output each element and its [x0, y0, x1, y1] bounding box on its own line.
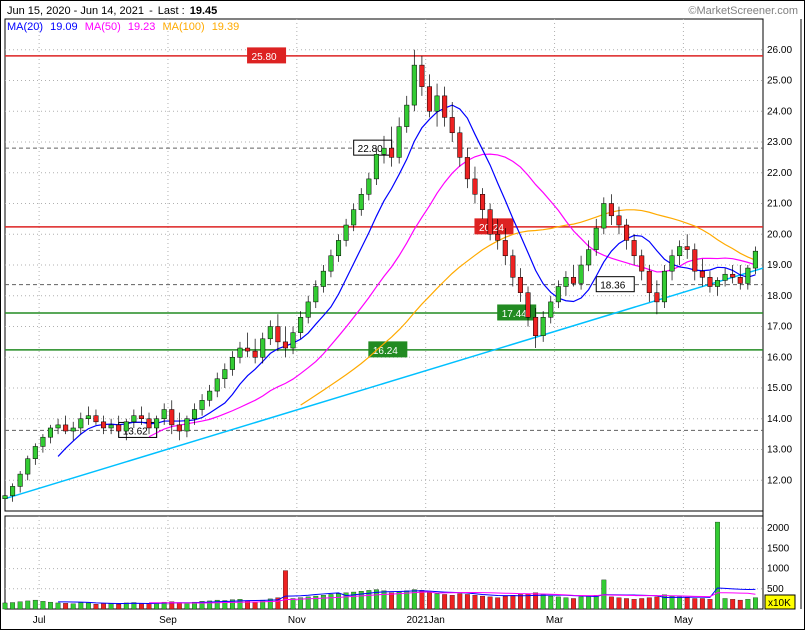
svg-text:21.00: 21.00 [767, 199, 792, 210]
svg-text:25.00: 25.00 [767, 76, 792, 87]
svg-text:2021Jan: 2021Jan [407, 615, 445, 626]
svg-text:2000: 2000 [767, 523, 790, 534]
svg-text:19.00: 19.00 [767, 260, 792, 271]
svg-text:18.36: 18.36 [600, 281, 625, 292]
svg-text:15.00: 15.00 [767, 383, 792, 394]
svg-text:1000: 1000 [767, 564, 790, 575]
svg-text:16.24: 16.24 [373, 346, 398, 357]
svg-text:22.80: 22.80 [358, 144, 383, 155]
svg-text:Nov: Nov [288, 615, 306, 626]
svg-text:May: May [674, 615, 693, 626]
svg-text:500: 500 [767, 584, 784, 595]
svg-text:22.00: 22.00 [767, 168, 792, 179]
svg-text:16.00: 16.00 [767, 352, 792, 363]
svg-text:12.00: 12.00 [767, 475, 792, 486]
svg-text:14.00: 14.00 [767, 414, 792, 425]
chart-container: Jun 15, 2020 - Jun 14, 2021 - Last : 19.… [0, 0, 805, 630]
svg-text:24.00: 24.00 [767, 106, 792, 117]
svg-text:25.80: 25.80 [252, 52, 277, 63]
svg-text:13.00: 13.00 [767, 445, 792, 456]
svg-text:20.00: 20.00 [767, 229, 792, 240]
svg-text:Sep: Sep [159, 615, 177, 626]
svg-text:26.00: 26.00 [767, 45, 792, 56]
svg-text:23.00: 23.00 [767, 137, 792, 148]
svg-text:Jul: Jul [33, 615, 46, 626]
svg-text:Mar: Mar [546, 615, 564, 626]
chart-svg[interactable]: 12.00 13.00 14.00 15.00 16.00 17.00 18.00 19.00… [1, 1, 804, 629]
svg-text:1500: 1500 [767, 543, 790, 554]
svg-text:17.44: 17.44 [502, 309, 527, 320]
svg-text:x10K: x10K [768, 598, 791, 609]
svg-text:17.00: 17.00 [767, 322, 792, 333]
svg-text:18.00: 18.00 [767, 291, 792, 302]
